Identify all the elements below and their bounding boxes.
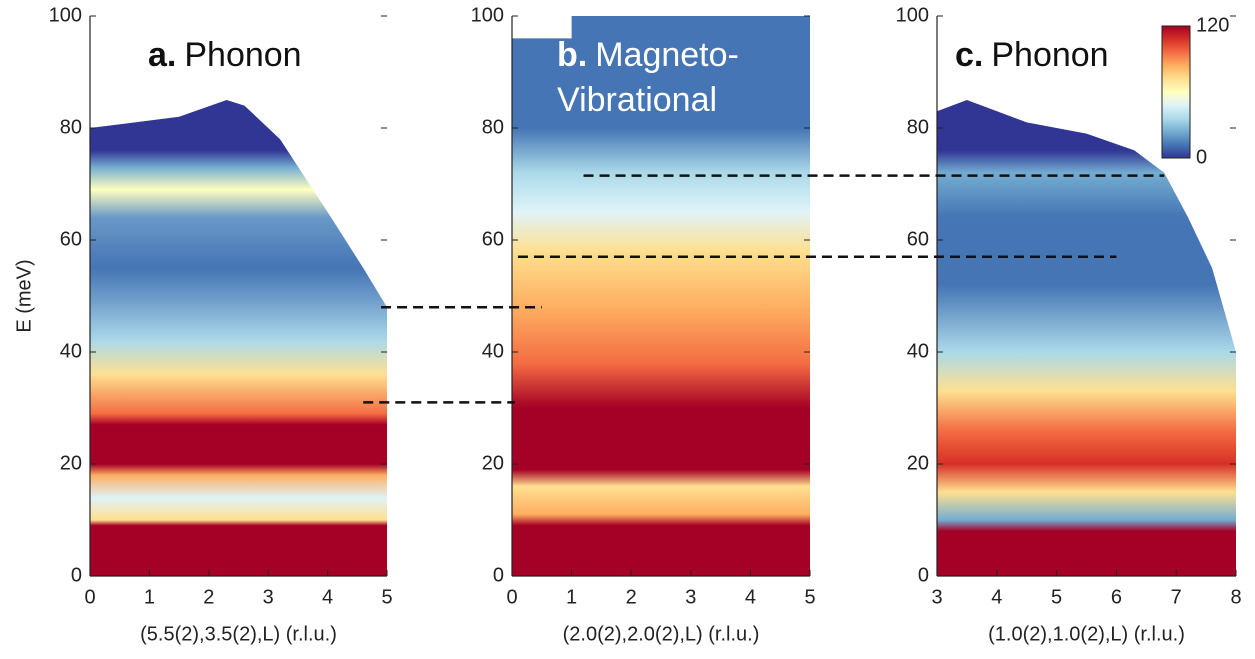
y-tick-label: 20 [60,452,82,474]
x-tick-label: 2 [203,586,214,608]
heatmap-image [512,16,810,576]
x-tick-label: 2 [626,586,637,608]
y-tick-label: 80 [482,116,504,138]
y-tick-label: 100 [896,4,929,26]
panel-title: c. Phonon [955,36,1109,74]
x-tick-label: 3 [263,586,274,608]
panel-title-text: Magneto- [595,36,739,74]
x-axis-label: (1.0(2),1.0(2),L) (r.l.u.) [988,623,1185,645]
y-tick-label: 40 [907,340,929,362]
x-tick-label: 5 [804,586,815,608]
x-tick-label: 0 [84,586,95,608]
y-tick-label: 20 [482,452,504,474]
x-tick-label: 3 [685,586,696,608]
panel-title: Vibrational [557,81,717,119]
colorbar [1161,25,1191,159]
panel-title-text: Phonon [991,36,1108,74]
y-tick-label: 0 [918,564,929,586]
x-tick-label: 1 [566,586,577,608]
y-tick-label: 40 [482,340,504,362]
colorbar-tick-label: 120 [1196,14,1229,36]
colorbar-tick-label: 0 [1196,146,1207,168]
x-axis-label: (5.5(2),3.5(2),L) (r.l.u.) [140,623,337,645]
x-tick-label: 0 [506,586,517,608]
y-tick-label: 20 [907,452,929,474]
panel-title: b. Magneto- [557,36,739,74]
x-tick-label: 5 [1051,586,1062,608]
x-tick-label: 6 [1111,586,1122,608]
x-tick-label: 5 [381,586,392,608]
y-tick-label: 0 [493,564,504,586]
y-tick-label: 100 [471,4,504,26]
x-tick-label: 4 [991,586,1002,608]
panel-letter: a. [148,36,176,74]
y-tick-label: 80 [907,116,929,138]
y-tick-label: 60 [60,228,82,250]
panel-title-text: Vibrational [557,81,717,119]
panel-letter: c. [955,36,983,74]
x-tick-label: 4 [745,586,756,608]
x-axis-label: (2.0(2),2.0(2),L) (r.l.u.) [563,623,760,645]
heatmap-image [937,100,1236,576]
x-tick-label: 1 [144,586,155,608]
x-tick-label: 4 [322,586,333,608]
y-tick-label: 60 [907,228,929,250]
panel-letter: b. [557,36,587,74]
y-tick-label: 80 [60,116,82,138]
y-tick-label: 100 [49,4,82,26]
panel-title-text: Phonon [184,36,301,74]
panel-title: a. Phonon [148,36,302,74]
y-tick-label: 40 [60,340,82,362]
y-axis-label: E (meV) [13,259,35,332]
x-tick-label: 7 [1171,586,1182,608]
heatmap-image [90,100,387,576]
x-tick-label: 8 [1230,586,1241,608]
x-tick-label: 3 [931,586,942,608]
y-tick-label: 0 [71,564,82,586]
y-tick-label: 60 [482,228,504,250]
